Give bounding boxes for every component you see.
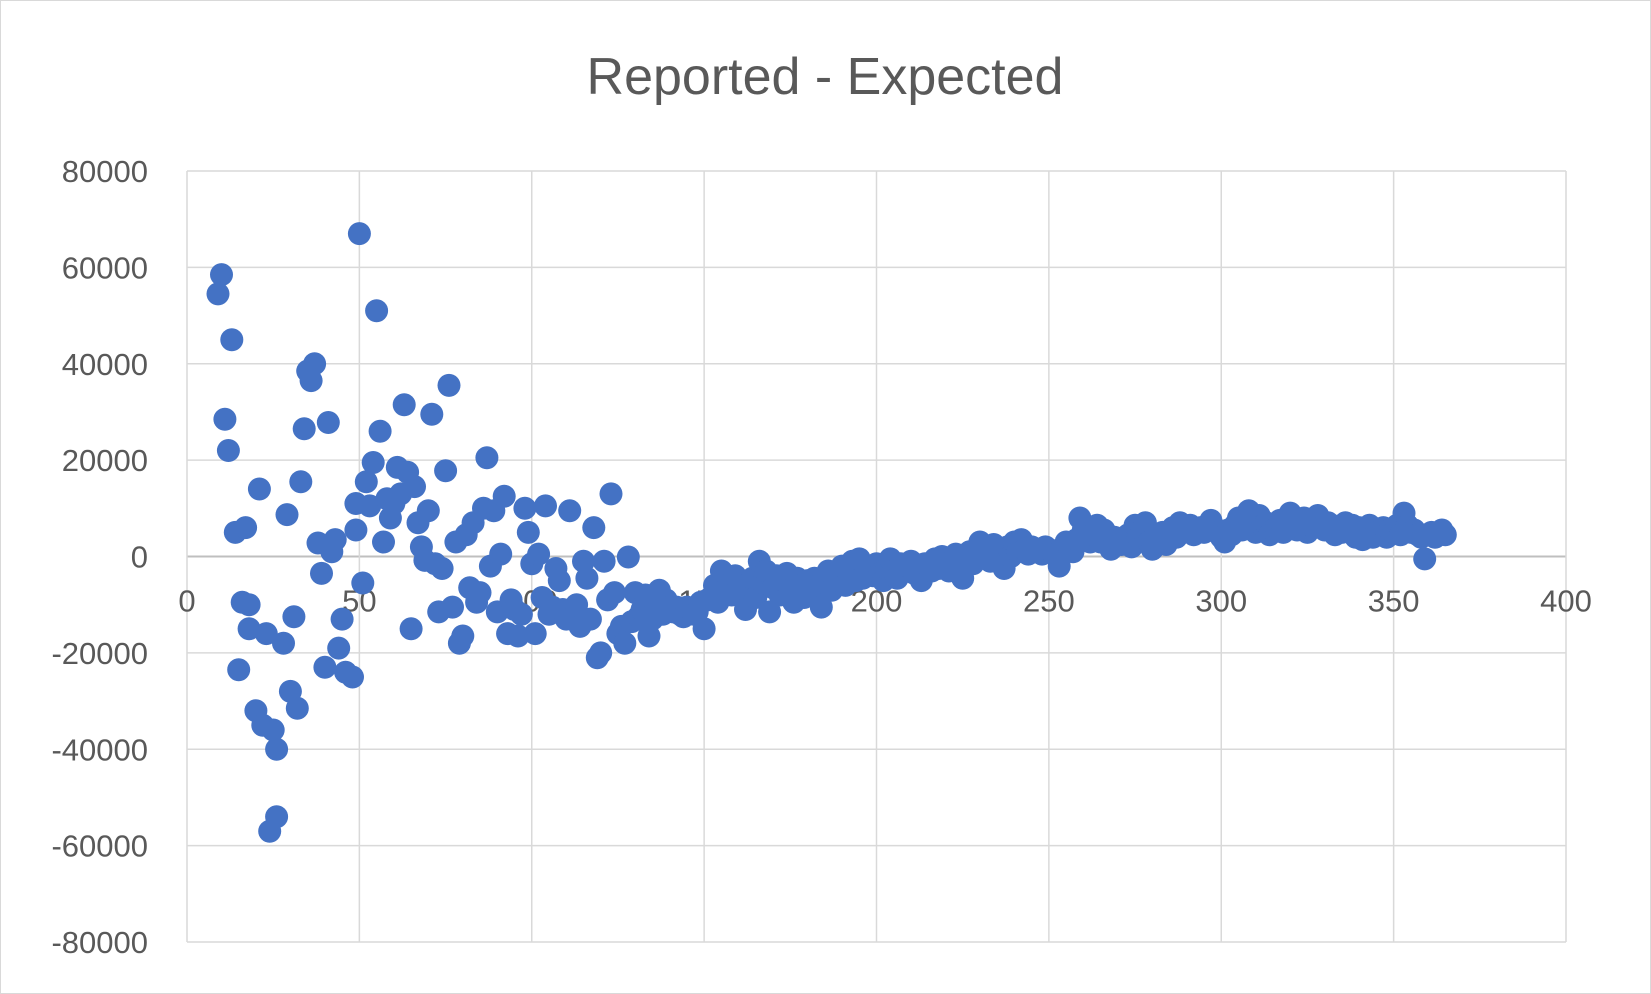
chart-title: Reported - Expected xyxy=(587,48,1064,106)
x-tick-label: 400 xyxy=(1540,584,1592,619)
data-point xyxy=(616,545,640,569)
data-point xyxy=(368,419,392,443)
data-point xyxy=(399,617,423,641)
y-tick-label: 20000 xyxy=(62,443,148,478)
data-point xyxy=(575,566,599,590)
data-point xyxy=(341,665,364,689)
data-point xyxy=(403,475,426,499)
data-point xyxy=(206,282,230,306)
data-point xyxy=(523,622,547,646)
data-point xyxy=(416,499,440,523)
data-point xyxy=(451,624,475,648)
data-point xyxy=(420,402,444,426)
data-point xyxy=(265,805,289,829)
data-point xyxy=(513,496,537,520)
data-point xyxy=(292,417,316,441)
data-point xyxy=(358,494,382,518)
y-tick-label: -80000 xyxy=(51,925,148,960)
data-point xyxy=(599,482,623,506)
y-tick-label: 0 xyxy=(131,540,148,575)
data-point xyxy=(430,557,454,580)
data-point xyxy=(303,352,327,376)
data-point xyxy=(692,617,716,641)
data-point xyxy=(265,737,289,761)
data-point xyxy=(589,641,613,665)
y-tick-label: -40000 xyxy=(51,732,148,767)
y-tick-label: -60000 xyxy=(51,829,148,864)
data-point xyxy=(592,549,616,573)
data-point xyxy=(234,516,258,540)
y-tick-label: 60000 xyxy=(62,250,148,285)
y-tick-label: 80000 xyxy=(62,154,148,189)
data-point xyxy=(289,470,313,494)
data-point xyxy=(354,470,378,494)
data-point xyxy=(475,446,499,470)
data-point xyxy=(316,411,340,434)
data-point xyxy=(323,528,347,552)
data-point xyxy=(220,328,244,352)
data-point xyxy=(758,600,782,624)
data-point xyxy=(1433,523,1457,547)
data-point xyxy=(351,571,375,595)
data-point xyxy=(237,593,261,617)
data-point xyxy=(603,581,626,605)
data-point xyxy=(347,222,371,246)
data-point xyxy=(582,516,606,540)
data-point xyxy=(558,499,582,523)
x-tick-label: 350 xyxy=(1368,584,1420,619)
data-point xyxy=(210,263,233,287)
data-point xyxy=(509,602,533,626)
data-point xyxy=(372,530,395,554)
data-point xyxy=(344,518,368,542)
data-point xyxy=(310,561,333,585)
data-point xyxy=(489,542,513,566)
data-point xyxy=(285,696,309,720)
y-axis-tick-labels: 80000 60000 40000 20000 0 -20000 -40000 -60000 -… xyxy=(51,154,148,960)
data-point xyxy=(547,569,571,593)
data-point xyxy=(613,631,637,655)
y-tick-label: -20000 xyxy=(51,636,148,671)
data-point xyxy=(254,622,278,646)
data-point xyxy=(516,520,540,544)
data-point xyxy=(313,655,337,679)
data-point xyxy=(282,605,306,629)
data-point xyxy=(578,607,602,631)
data-point xyxy=(261,718,285,742)
data-point xyxy=(565,593,589,617)
data-point xyxy=(275,503,299,527)
data-point xyxy=(272,631,295,655)
data-point xyxy=(441,595,464,619)
data-point xyxy=(361,451,385,474)
data-point xyxy=(216,439,240,462)
data-point xyxy=(492,484,516,508)
data-point xyxy=(468,581,492,605)
data-point xyxy=(1413,547,1437,571)
data-points xyxy=(206,222,1457,843)
data-point xyxy=(330,607,354,631)
x-tick-label: 250 xyxy=(1023,584,1075,619)
x-tick-label: 300 xyxy=(1195,584,1247,619)
x-tick-label: 0 xyxy=(178,584,195,619)
data-point xyxy=(506,624,530,648)
data-point xyxy=(534,494,557,518)
data-point xyxy=(437,373,461,397)
y-tick-label: 40000 xyxy=(62,347,148,382)
data-point xyxy=(434,459,458,483)
data-point xyxy=(227,658,251,682)
data-point xyxy=(809,595,833,619)
data-point xyxy=(392,393,416,417)
data-point xyxy=(527,542,551,566)
data-point xyxy=(247,477,271,501)
data-point xyxy=(213,407,237,431)
data-point xyxy=(365,299,389,323)
data-point xyxy=(327,636,351,660)
